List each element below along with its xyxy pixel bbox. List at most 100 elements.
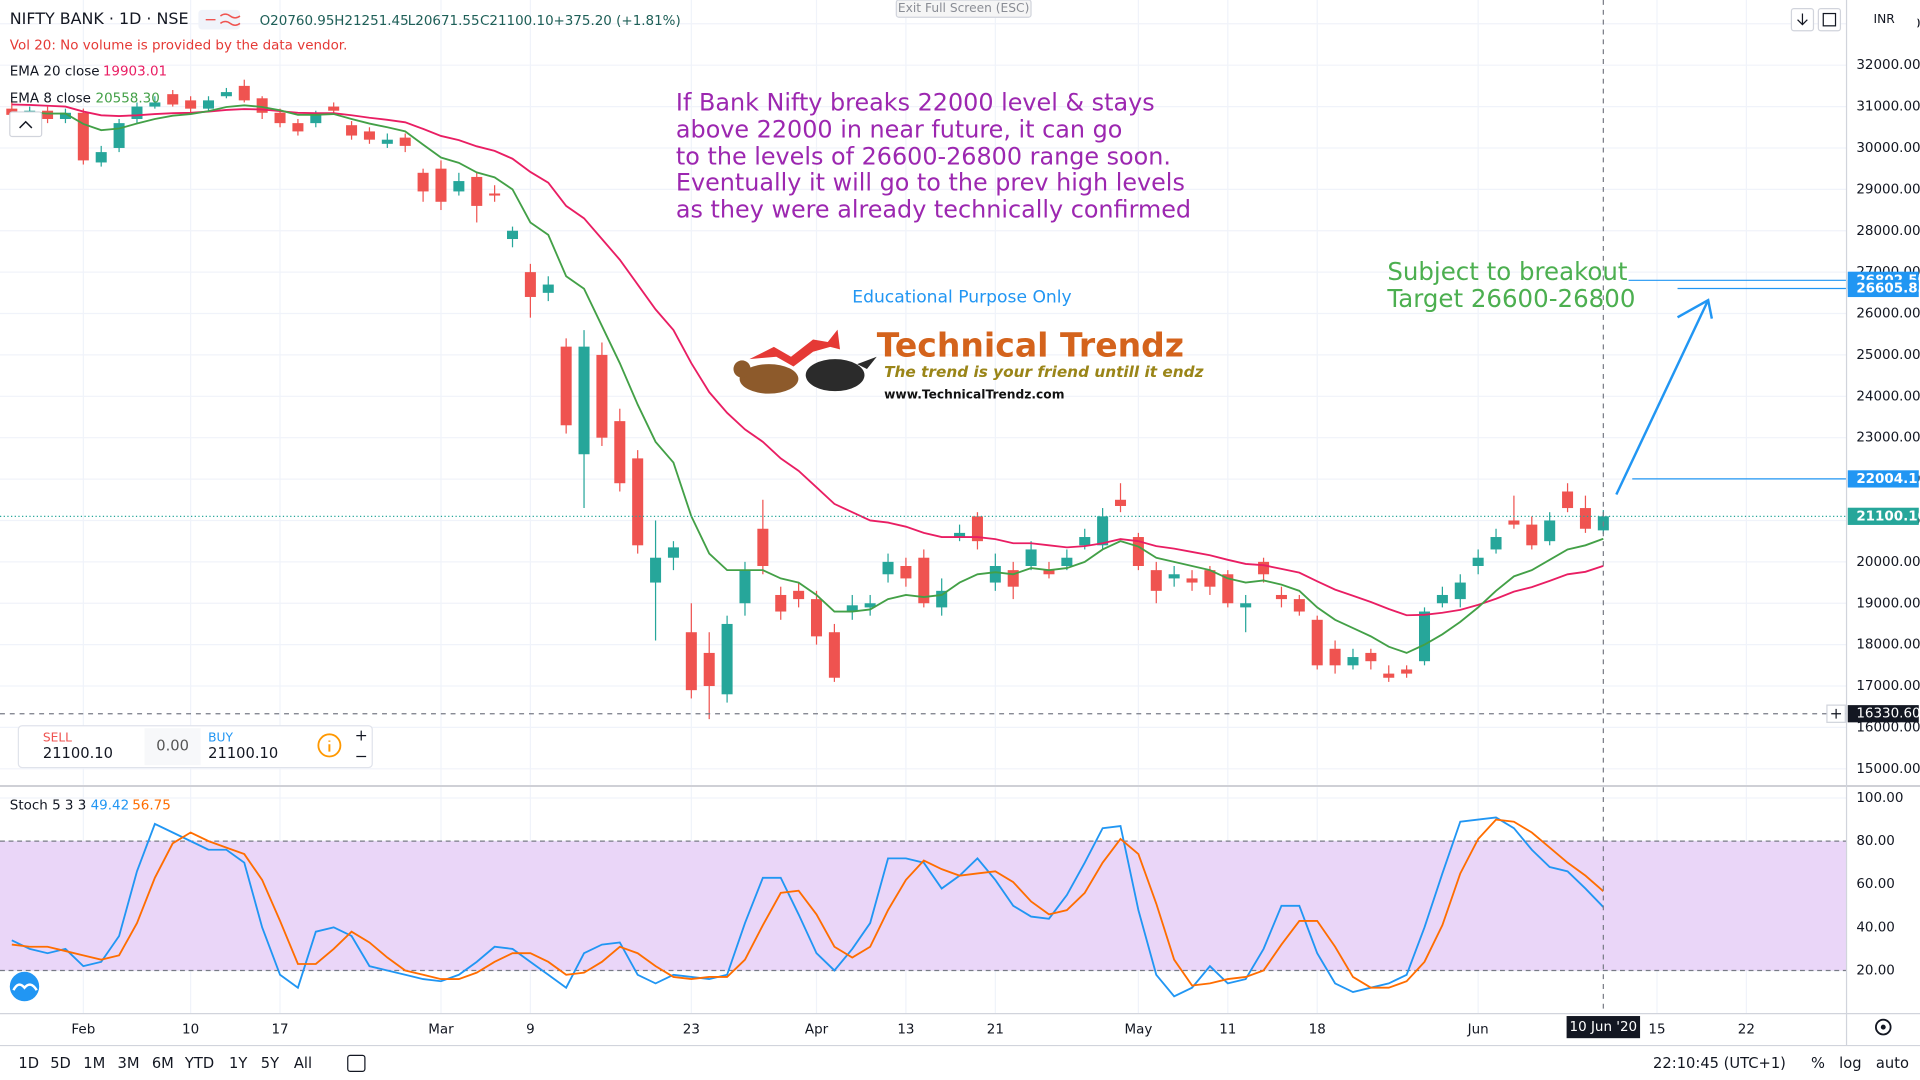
candle-body [721,623,733,695]
range-button[interactable]: 1M [83,1055,105,1072]
candle-body [1132,537,1144,566]
candle-body [864,603,876,608]
x-tick-label: Jun [1467,1022,1489,1038]
price-label-box [1847,507,1919,525]
candle-body [238,85,250,101]
candle-body [1150,570,1162,591]
candle-body [810,599,823,637]
goto-date-button[interactable] [347,1054,366,1073]
legend-toggle[interactable] [198,9,240,30]
price-label: 21100.10 [1856,508,1920,524]
candle-body [1222,574,1234,604]
spread: 0.00 [156,738,189,755]
settings-button[interactable] [1875,1018,1892,1036]
y-tick-label: 29000.00 [1856,181,1920,197]
symbol-title: NIFTY BANK · 1D · NSE [10,9,189,28]
candle-body [399,137,411,146]
bull-icon [805,359,865,392]
candle-body [1293,599,1305,612]
range-button[interactable]: 6M [152,1055,174,1072]
sell-label: SELL [43,731,72,745]
candle-body [417,172,429,192]
x-tick-label: 9 [526,1022,535,1038]
candle-body [1275,594,1287,600]
candle-body [1114,499,1127,506]
add-alert-icon [1831,708,1842,719]
time-label-box [1566,1016,1641,1039]
info-button[interactable] [317,733,342,758]
candle-body [131,106,143,119]
exit-fullscreen-button[interactable] [895,0,1032,18]
buy-price: 21100.10 [208,745,278,762]
candle-body [828,632,840,678]
candle-body [650,557,662,583]
candle-body [971,516,983,542]
scale-option[interactable]: auto [1876,1055,1909,1072]
range-button[interactable]: All [294,1055,312,1072]
candle-body [1436,594,1448,604]
candle-body [77,112,89,161]
candle-body [1043,570,1055,575]
trade-widget: SELL 21100.10 0.00 BUY 21100.10 [17,725,373,769]
ohlc-change: +375.20 (+1.81%) [553,13,680,29]
candle-body [1258,561,1270,575]
candle-body [793,590,805,600]
collapse-button[interactable] [9,111,43,138]
watermark-note: Educational Purpose Only [852,288,1071,308]
legend-value: 20558.30 [96,90,160,106]
candle-body [882,561,894,575]
range-button[interactable]: 3M [118,1055,140,1072]
y-tick-label: 80.00 [1856,833,1895,849]
indicator-lines [11,103,1604,998]
candle-body [900,565,912,579]
x-tick-label: 10 [182,1022,199,1038]
range-button[interactable]: 1Y [229,1055,248,1072]
x-tick-label: 18 [1309,1022,1326,1038]
bear-head [733,360,751,378]
candle-body [453,181,465,192]
indicator-title: Stoch 5 3 3 [10,798,87,814]
arrow-shaft [1615,299,1710,496]
tv-logo-icon [12,983,38,991]
fullscreen-icon [1822,12,1837,27]
ohlc-low: L20671.55 [408,13,480,29]
x-tick-label: May [1124,1022,1152,1038]
qty-buttons[interactable] [356,730,367,758]
candle-body [1079,537,1091,546]
y-tick-label: 40.00 [1856,919,1895,935]
sell-button[interactable] [36,728,145,766]
candle-body [381,139,393,144]
scale-option[interactable]: log [1839,1055,1861,1072]
range-button[interactable]: 5Y [261,1055,280,1072]
price-label-box [1847,470,1919,488]
crosshair-label-box [1847,705,1919,723]
range-button[interactable]: YTD [184,1055,214,1072]
buy-button[interactable] [200,728,309,766]
candle-body [542,284,554,293]
candle-body [846,605,858,612]
candle-body [1347,657,1359,666]
ohlc-open: O20760.95 [260,13,335,29]
y-tick-label: 32000.00 [1856,57,1920,73]
scale-option[interactable]: % [1811,1055,1825,1072]
price-label: 22004.12 [1856,471,1920,487]
candle-body [95,152,107,163]
candle-body [1579,508,1591,529]
y-tick-label: 25000.00 [1856,347,1920,363]
y-tick-label: 20000.00 [1856,554,1920,570]
spread-box [144,728,201,766]
indicator-value: 49.42 [91,798,130,814]
range-button[interactable]: 5D [50,1055,71,1072]
candle-body [1025,549,1037,566]
candle-body [936,590,948,608]
candle-body [954,532,966,538]
candle-body [1007,570,1019,587]
candles [6,79,1609,720]
candle-body [989,565,1001,583]
y-tick-label: 17000.00 [1856,678,1920,694]
range-button[interactable]: 1D [18,1055,39,1072]
annotation-line: If Bank Nifty breaks 22000 level & stays [676,88,1155,116]
fullscreen-button[interactable] [1817,7,1842,32]
